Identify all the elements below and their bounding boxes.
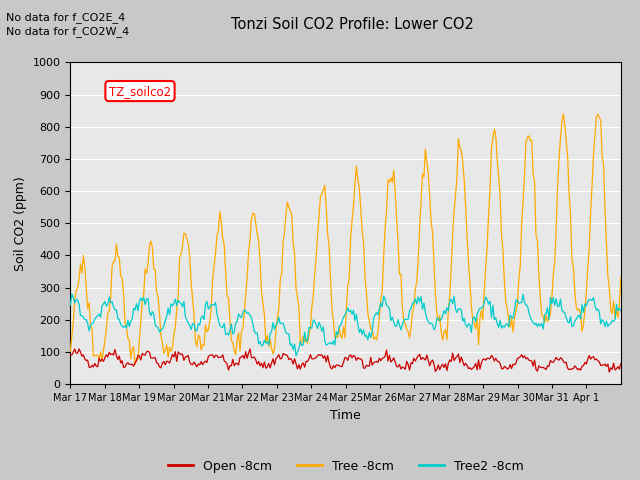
Text: TZ_soilco2: TZ_soilco2 xyxy=(109,84,171,97)
Text: No data for f_CO2W_4: No data for f_CO2W_4 xyxy=(6,26,130,37)
X-axis label: Time: Time xyxy=(330,408,361,421)
Y-axis label: Soil CO2 (ppm): Soil CO2 (ppm) xyxy=(14,176,27,271)
Text: No data for f_CO2E_4: No data for f_CO2E_4 xyxy=(6,12,125,23)
Text: Tonzi Soil CO2 Profile: Lower CO2: Tonzi Soil CO2 Profile: Lower CO2 xyxy=(230,17,474,32)
Legend: Open -8cm, Tree -8cm, Tree2 -8cm: Open -8cm, Tree -8cm, Tree2 -8cm xyxy=(163,455,529,478)
